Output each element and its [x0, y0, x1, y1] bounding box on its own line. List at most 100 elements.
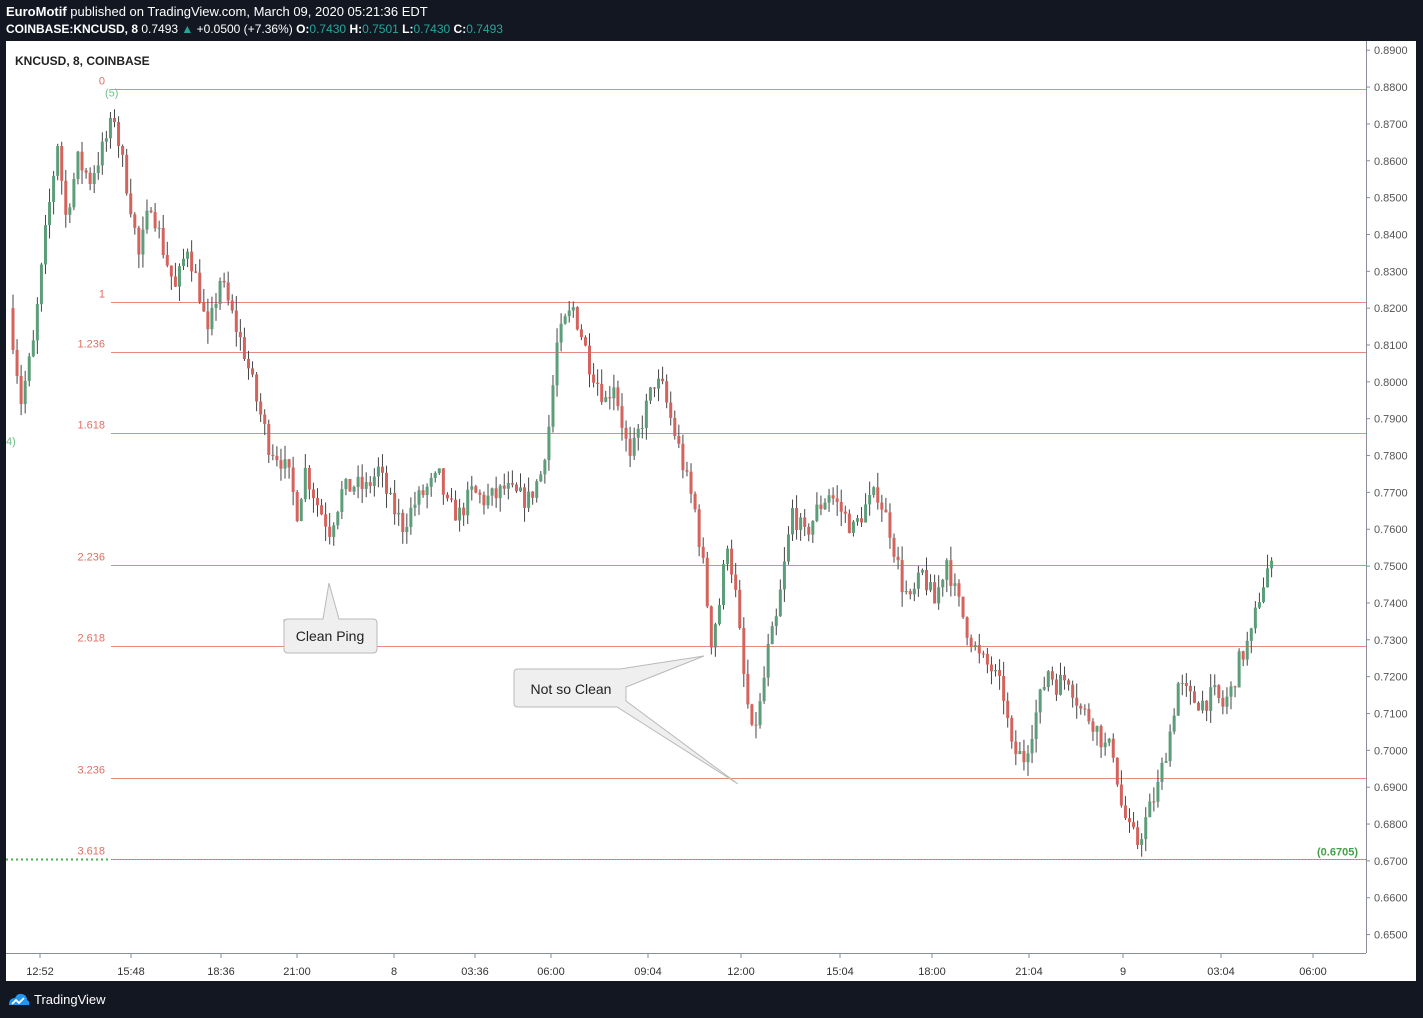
candle-body	[742, 627, 746, 674]
chart-title: KNCUSD, 8, COINBASE	[15, 54, 150, 68]
candle-body	[433, 472, 437, 478]
candle-body	[340, 489, 344, 512]
candle-body	[600, 384, 604, 402]
candle-body	[847, 513, 851, 533]
candle-body	[246, 359, 250, 369]
y-tick-label: 0.6600	[1374, 893, 1408, 905]
candle-body	[977, 644, 981, 654]
candle-body	[76, 151, 80, 179]
candle-body	[1233, 686, 1237, 688]
candle-body	[263, 414, 267, 425]
author-name[interactable]: EuroMotif	[6, 4, 67, 19]
candle-body	[393, 492, 397, 515]
low-value: 0.7430	[413, 22, 451, 36]
candle-body	[1257, 602, 1261, 608]
last-price: 0.7493	[141, 22, 179, 36]
candle-body	[186, 251, 190, 259]
candle-body	[60, 146, 64, 181]
candle-body	[332, 525, 336, 537]
candle-body	[697, 509, 701, 547]
candle-body	[685, 470, 689, 472]
candle-body	[43, 225, 47, 265]
candle-body	[141, 229, 145, 255]
candle-body	[949, 560, 953, 586]
candle-body	[880, 502, 884, 510]
candle-body	[786, 534, 790, 562]
candle-body	[1241, 651, 1245, 660]
candle-body	[417, 490, 421, 505]
candle-body	[1006, 700, 1010, 718]
candle-body	[770, 626, 774, 644]
candle-body	[717, 605, 721, 625]
candle-body	[738, 589, 742, 628]
close-value: 0.7493	[466, 22, 503, 36]
candle-body	[100, 141, 104, 166]
y-tick-label: 0.7600	[1374, 524, 1408, 536]
candle-body	[543, 460, 547, 475]
candle-body	[287, 459, 291, 468]
candle-body	[104, 138, 108, 142]
candle-body	[372, 476, 376, 486]
candle-body	[88, 172, 92, 184]
candle-body	[206, 311, 210, 330]
chart-area[interactable]: 0.8900 0.8800 0.8700 0.8600 0.8500 0.8400 0.83…	[6, 41, 1416, 981]
candle-body	[547, 426, 551, 461]
footer-brand[interactable]: TradingView	[34, 992, 106, 1007]
candle-body	[1172, 715, 1176, 732]
candle-body	[937, 587, 941, 604]
candle-body	[1050, 671, 1054, 680]
candle-body	[27, 356, 31, 381]
candle-body	[1184, 682, 1188, 686]
candle-body	[494, 488, 498, 499]
candle-body	[1270, 560, 1274, 569]
candle-body	[929, 582, 933, 591]
candle-body	[360, 476, 364, 489]
y-tick-label: 0.7400	[1374, 598, 1408, 610]
candle-body	[762, 677, 766, 702]
candle-body	[194, 271, 198, 273]
candle-body	[657, 378, 661, 389]
fib-label: 1	[99, 289, 105, 301]
candle-body	[108, 117, 112, 139]
candle-body	[872, 487, 876, 496]
candle-body	[482, 494, 486, 506]
candle-body	[1180, 682, 1184, 684]
candle-body	[242, 337, 246, 360]
candle-body	[1213, 685, 1217, 688]
candle-body	[681, 443, 685, 471]
x-tick-label: 06:00	[1299, 966, 1327, 978]
candle-body	[791, 507, 795, 535]
candle-body	[23, 380, 27, 405]
candle-body	[251, 368, 255, 375]
candle-body	[352, 486, 356, 492]
y-tick-label: 0.8400	[1374, 229, 1408, 241]
candle-body	[827, 495, 831, 503]
candle-body	[1266, 568, 1270, 588]
candle-body	[746, 673, 750, 705]
candle-body	[1079, 705, 1083, 709]
candle-body	[413, 504, 417, 508]
candle-body	[1123, 805, 1127, 819]
candle-body	[807, 526, 811, 535]
candle-body	[502, 485, 506, 489]
price-change: +0.0500 (+7.36%)	[196, 22, 293, 36]
candle-body	[397, 512, 401, 515]
candle-body	[754, 724, 758, 726]
x-tick-label: 15:04	[826, 966, 854, 978]
candle-body	[113, 117, 116, 123]
y-tick-label: 0.6700	[1374, 856, 1408, 868]
candle-body	[661, 378, 665, 382]
price-chart[interactable]: 0.8900 0.8800 0.8700 0.8600 0.8500 0.8400 0.83…	[6, 41, 1416, 981]
tradingview-logo-icon[interactable]	[8, 990, 30, 1010]
candle-body	[348, 479, 352, 492]
candle-body	[868, 495, 872, 505]
candle-body	[1245, 640, 1249, 660]
candle-body	[129, 193, 133, 215]
close-label: C:	[453, 22, 467, 36]
candle-body	[1071, 684, 1075, 698]
candle-body	[1205, 700, 1209, 711]
candle-body	[981, 653, 985, 655]
candle-body	[72, 178, 76, 208]
candle-body	[454, 499, 458, 521]
candle-body	[425, 486, 429, 496]
